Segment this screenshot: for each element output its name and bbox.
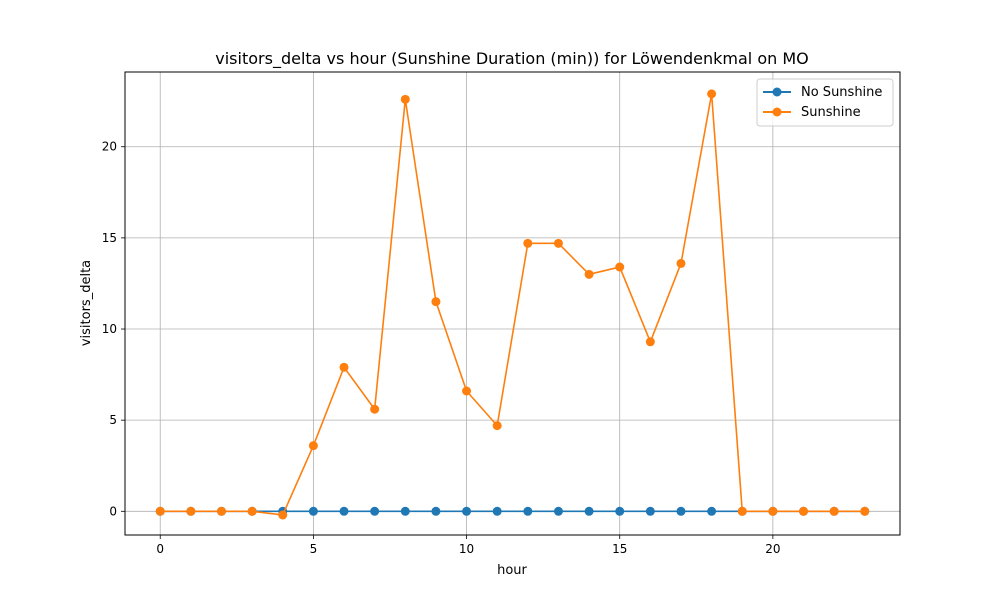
- data-point-sunshine: [676, 259, 685, 268]
- legend-marker-sunshine: [773, 108, 782, 117]
- data-point-sunshine: [217, 507, 226, 516]
- data-point-no-sunshine: [646, 507, 655, 516]
- data-point-no-sunshine: [493, 507, 502, 516]
- legend: No Sunshine Sunshine: [757, 79, 893, 126]
- plot-frame: [125, 72, 900, 535]
- data-point-sunshine: [830, 507, 839, 516]
- data-point-no-sunshine: [707, 507, 716, 516]
- data-point-sunshine: [431, 297, 440, 306]
- x-tick-label: 10: [459, 542, 474, 556]
- axis-ticks: 0 5 10 15 20 0 5 10 15 20: [102, 140, 781, 556]
- data-point-no-sunshine: [401, 507, 410, 516]
- data-point-sunshine: [278, 510, 287, 519]
- y-tick-label: 20: [102, 140, 117, 154]
- y-axis-label: visitors_delta: [79, 260, 94, 346]
- data-point-no-sunshine: [676, 507, 685, 516]
- data-point-no-sunshine: [615, 507, 624, 516]
- data-point-sunshine: [615, 263, 624, 272]
- chart-title: visitors_delta vs hour (Sunshine Duratio…: [215, 49, 808, 69]
- x-tick-label: 15: [612, 542, 627, 556]
- data-point-sunshine: [156, 507, 165, 516]
- legend-label-no-sunshine: No Sunshine: [801, 85, 882, 100]
- data-point-sunshine: [340, 363, 349, 372]
- data-point-sunshine: [585, 270, 594, 279]
- data-point-no-sunshine: [554, 507, 563, 516]
- data-point-sunshine: [186, 507, 195, 516]
- data-point-no-sunshine: [585, 507, 594, 516]
- x-tick-label: 20: [765, 542, 780, 556]
- data-point-sunshine: [493, 421, 502, 430]
- x-tick-label: 5: [310, 542, 318, 556]
- y-tick-label: 10: [102, 322, 117, 336]
- data-point-no-sunshine: [462, 507, 471, 516]
- data-point-no-sunshine: [370, 507, 379, 516]
- data-point-sunshine: [554, 239, 563, 248]
- data-point-sunshine: [401, 95, 410, 104]
- data-point-sunshine: [248, 507, 257, 516]
- data-point-no-sunshine: [340, 507, 349, 516]
- y-tick-label: 5: [109, 413, 117, 427]
- data-point-sunshine: [768, 507, 777, 516]
- x-tick-label: 0: [156, 542, 164, 556]
- x-axis-label: hour: [497, 563, 527, 578]
- data-point-sunshine: [309, 441, 318, 450]
- data-point-sunshine: [860, 507, 869, 516]
- series-line-sunshine: [160, 94, 865, 515]
- data-point-no-sunshine: [523, 507, 532, 516]
- data-point-sunshine: [707, 89, 716, 98]
- data-point-sunshine: [738, 507, 747, 516]
- data-point-sunshine: [462, 386, 471, 395]
- legend-marker-no-sunshine: [773, 88, 782, 97]
- data-point-sunshine: [799, 507, 808, 516]
- data-point-sunshine: [523, 239, 532, 248]
- data-point-sunshine: [370, 405, 379, 414]
- legend-label-sunshine: Sunshine: [801, 105, 861, 120]
- data-point-no-sunshine: [309, 507, 318, 516]
- y-tick-label: 15: [102, 231, 117, 245]
- series-sunshine: [156, 89, 870, 519]
- grid: [125, 72, 900, 535]
- data-point-sunshine: [646, 337, 655, 346]
- data-point-no-sunshine: [431, 507, 440, 516]
- y-tick-label: 0: [109, 504, 117, 518]
- series-layer: [156, 89, 870, 519]
